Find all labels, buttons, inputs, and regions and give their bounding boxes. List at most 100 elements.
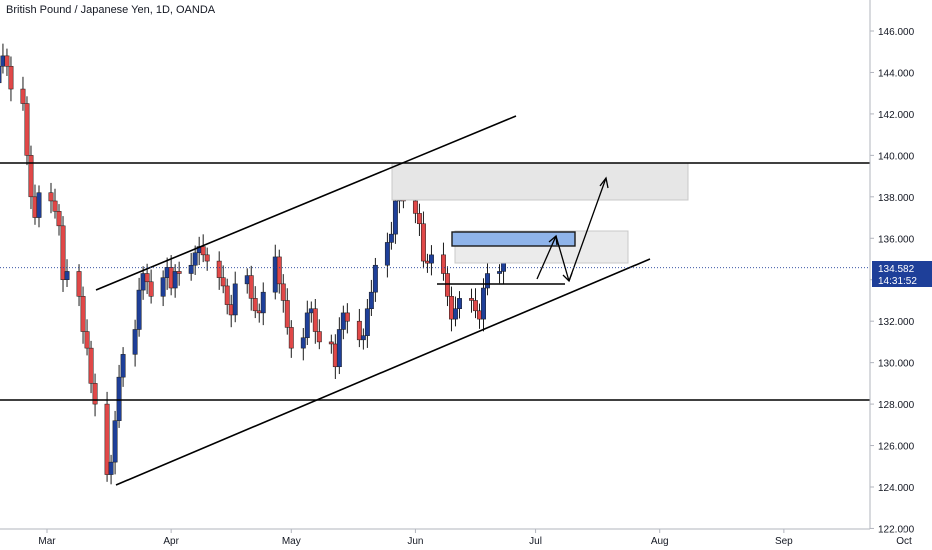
- candle[interactable]: [8, 56, 14, 102]
- channel-upper-line[interactable]: [95, 115, 517, 291]
- candle[interactable]: [384, 232, 390, 278]
- candle[interactable]: [88, 340, 94, 394]
- candle[interactable]: [441, 242, 446, 281]
- candle[interactable]: [256, 303, 262, 323]
- candle[interactable]: [112, 410, 118, 475]
- candle[interactable]: [56, 204, 62, 236]
- candle[interactable]: [260, 282, 266, 326]
- candle[interactable]: [469, 288, 474, 313]
- candle[interactable]: [0, 43, 6, 74]
- candle[interactable]: [132, 319, 138, 367]
- candle[interactable]: [276, 249, 282, 294]
- candle[interactable]: [364, 299, 370, 348]
- candle[interactable]: [80, 286, 86, 344]
- candle[interactable]: [228, 294, 234, 328]
- candle-body-down: [220, 277, 226, 287]
- candle[interactable]: [300, 328, 306, 361]
- candle[interactable]: [24, 96, 30, 166]
- candle[interactable]: [200, 234, 206, 263]
- candle[interactable]: [248, 265, 254, 311]
- candle[interactable]: [92, 373, 98, 417]
- candle[interactable]: [445, 266, 450, 307]
- gray-zone-1[interactable]: [391, 162, 689, 201]
- candle[interactable]: [60, 216, 66, 292]
- candle[interactable]: [168, 255, 174, 296]
- candle[interactable]: [120, 347, 126, 387]
- candle[interactable]: [172, 264, 178, 298]
- candle[interactable]: [388, 221, 394, 250]
- candle[interactable]: [428, 245, 434, 276]
- candle[interactable]: [481, 278, 486, 332]
- candle[interactable]: [473, 288, 478, 319]
- candle[interactable]: [244, 268, 250, 294]
- candle[interactable]: [148, 269, 154, 304]
- candle[interactable]: [316, 319, 322, 350]
- candle[interactable]: [136, 277, 142, 337]
- candle[interactable]: [48, 182, 54, 214]
- candle[interactable]: [188, 252, 194, 281]
- candle[interactable]: [328, 334, 334, 354]
- candle[interactable]: [304, 300, 310, 346]
- candle[interactable]: [449, 286, 454, 332]
- candle[interactable]: [176, 261, 182, 286]
- candle[interactable]: [453, 296, 458, 327]
- candle[interactable]: [64, 259, 70, 287]
- x-tick-label: Jun: [407, 536, 423, 547]
- candle[interactable]: [332, 334, 338, 380]
- candle-body-up: [108, 461, 114, 475]
- channel-lower-line[interactable]: [115, 258, 651, 486]
- candle[interactable]: [477, 303, 482, 329]
- candle[interactable]: [108, 454, 114, 485]
- candle[interactable]: [36, 185, 42, 228]
- candle[interactable]: [32, 184, 38, 225]
- candle[interactable]: [116, 364, 122, 428]
- candle[interactable]: [284, 288, 290, 335]
- candle[interactable]: [368, 279, 374, 316]
- candle[interactable]: [392, 193, 398, 244]
- candle[interactable]: [252, 286, 258, 319]
- candle[interactable]: [457, 291, 462, 319]
- candle[interactable]: [485, 261, 490, 296]
- candle[interactable]: [360, 328, 366, 350]
- candle[interactable]: [220, 265, 226, 294]
- candle[interactable]: [344, 303, 350, 334]
- candle[interactable]: [204, 247, 210, 271]
- candle[interactable]: [160, 270, 166, 307]
- candle[interactable]: [104, 391, 110, 482]
- candle[interactable]: [288, 320, 294, 358]
- y-tick-label: 124.000: [878, 483, 915, 494]
- candle[interactable]: [0, 56, 2, 95]
- candle[interactable]: [312, 299, 318, 344]
- candle[interactable]: [308, 301, 314, 323]
- candle[interactable]: [232, 271, 238, 323]
- candle[interactable]: [192, 245, 198, 275]
- candle[interactable]: [272, 244, 278, 300]
- candle[interactable]: [420, 211, 426, 269]
- candle[interactable]: [372, 257, 378, 302]
- candle[interactable]: [356, 308, 362, 348]
- candle[interactable]: [84, 319, 90, 356]
- candle-body-down: [284, 300, 290, 328]
- candle[interactable]: [164, 257, 170, 290]
- time-axis[interactable]: Mar Apr May Jun Jul Aug Sep Oct: [0, 528, 912, 547]
- candle[interactable]: [497, 264, 502, 284]
- candle[interactable]: [52, 188, 58, 219]
- candle[interactable]: [216, 251, 222, 290]
- candle[interactable]: [20, 76, 26, 111]
- candle[interactable]: [224, 278, 230, 315]
- candle-body-up: [497, 271, 502, 274]
- candle-body-up: [132, 329, 138, 355]
- candle[interactable]: [4, 48, 10, 76]
- candle[interactable]: [196, 236, 202, 266]
- candle[interactable]: [280, 274, 286, 313]
- candle[interactable]: [76, 264, 82, 307]
- blue-zone[interactable]: [451, 231, 576, 247]
- candle[interactable]: [336, 317, 342, 375]
- candle[interactable]: [340, 305, 346, 340]
- candle[interactable]: [28, 145, 34, 210]
- candle[interactable]: [424, 253, 430, 273]
- projection-arrow-long[interactable]: [568, 176, 609, 282]
- y-tick-label: 126.000: [878, 442, 915, 453]
- candle[interactable]: [416, 203, 422, 236]
